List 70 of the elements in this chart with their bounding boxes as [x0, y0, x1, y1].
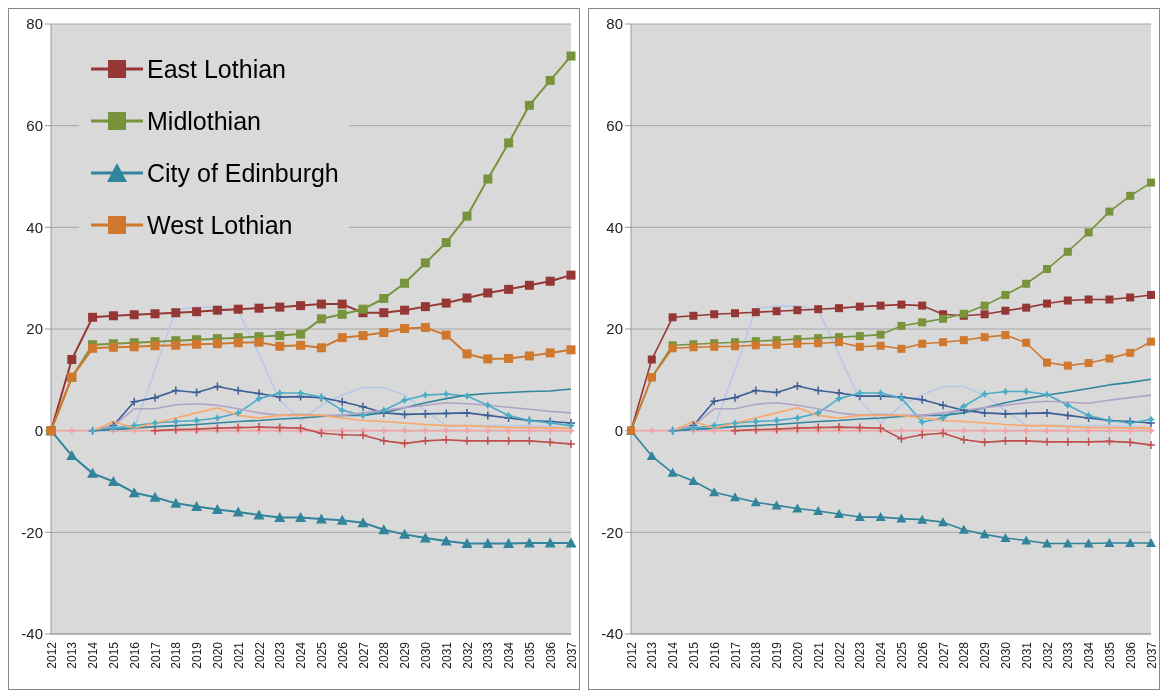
y-tick-label: 40 [26, 218, 43, 236]
x-tick-label: 2017 [148, 641, 163, 669]
y-tick-label: 20 [26, 320, 43, 338]
x-tick-label: 2028 [957, 641, 972, 669]
y-tick-label: 20 [606, 320, 623, 338]
x-tick-label: 2022 [832, 641, 847, 669]
y-tick-label: -20 [601, 523, 623, 541]
x-tick-label: 2034 [502, 641, 517, 669]
x-tick-label: 2019 [770, 641, 785, 669]
y-tick-label: -40 [601, 625, 623, 643]
x-tick-label: 2015 [106, 641, 121, 669]
x-tick-label: 2020 [210, 641, 225, 669]
x-tick-label: 2031 [439, 641, 454, 669]
x-tick-label: 2033 [481, 641, 496, 669]
x-tick-label: 2015 [686, 641, 701, 669]
x-tick-label: 2027 [936, 641, 951, 669]
x-tick-label: 2016 [127, 641, 142, 669]
x-tick-label: 2034 [1082, 641, 1097, 669]
y-tick-label: 80 [26, 15, 43, 33]
x-tick-label: 2025 [894, 641, 909, 669]
x-tick-label: 2021 [811, 641, 826, 669]
x-tick-label: 2017 [728, 641, 743, 669]
y-tick-label: -40 [21, 625, 43, 643]
x-tick-label: 2019 [190, 641, 205, 669]
x-tick-label: 2030 [998, 641, 1013, 669]
x-tick-label: 2025 [314, 641, 329, 669]
x-tick-label: 2018 [749, 641, 764, 669]
x-tick-label: 2013 [645, 641, 660, 669]
x-tick-label: 2021 [231, 641, 246, 669]
y-tick-label: 80 [606, 15, 623, 33]
x-tick-label: 2029 [398, 641, 413, 669]
x-tick-label: 2018 [169, 641, 184, 669]
x-tick-label: 2013 [65, 641, 80, 669]
x-tick-label: 2027 [356, 641, 371, 669]
x-tick-label: 2037 [564, 641, 579, 669]
y-tick-label: 60 [606, 116, 623, 134]
x-tick-label: 2028 [377, 641, 392, 669]
x-tick-label: 2030 [418, 641, 433, 669]
x-tick-label: 2024 [874, 641, 889, 669]
x-tick-label: 2020 [790, 641, 805, 669]
y-tick-label: 40 [606, 218, 623, 236]
x-tick-label: 2031 [1019, 641, 1034, 669]
x-tick-label: 2032 [1040, 641, 1055, 669]
x-tick-label: 2035 [522, 641, 537, 669]
x-tick-label: 2032 [460, 641, 475, 669]
x-tick-label: 2023 [853, 641, 868, 669]
legend-label: East Lothian [147, 54, 286, 84]
y-tick-label: 0 [34, 421, 43, 439]
x-tick-label: 2033 [1061, 641, 1076, 669]
x-tick-label: 2024 [294, 641, 309, 669]
x-tick-label: 2037 [1144, 641, 1159, 669]
legend-label: West Lothian [147, 210, 293, 240]
x-tick-label: 2014 [666, 641, 681, 669]
x-tick-label: 2022 [252, 641, 267, 669]
x-tick-label: 2012 [624, 641, 639, 669]
x-tick-label: 2036 [543, 641, 558, 669]
y-tick-label: 0 [614, 421, 623, 439]
x-tick-label: 2016 [707, 641, 722, 669]
y-tick-label: -20 [21, 523, 43, 541]
legend-label: City of Edinburgh [147, 158, 339, 188]
y-tick-label: 60 [26, 116, 43, 134]
x-tick-label: 2026 [335, 641, 350, 669]
x-tick-label: 2029 [978, 641, 993, 669]
x-tick-label: 2036 [1123, 641, 1138, 669]
x-tick-label: 2014 [86, 641, 101, 669]
legend-label: Midlothian [147, 106, 261, 136]
x-tick-label: 2035 [1102, 641, 1117, 669]
x-tick-label: 2023 [273, 641, 288, 669]
x-tick-label: 2012 [44, 641, 59, 669]
x-tick-label: 2026 [915, 641, 930, 669]
